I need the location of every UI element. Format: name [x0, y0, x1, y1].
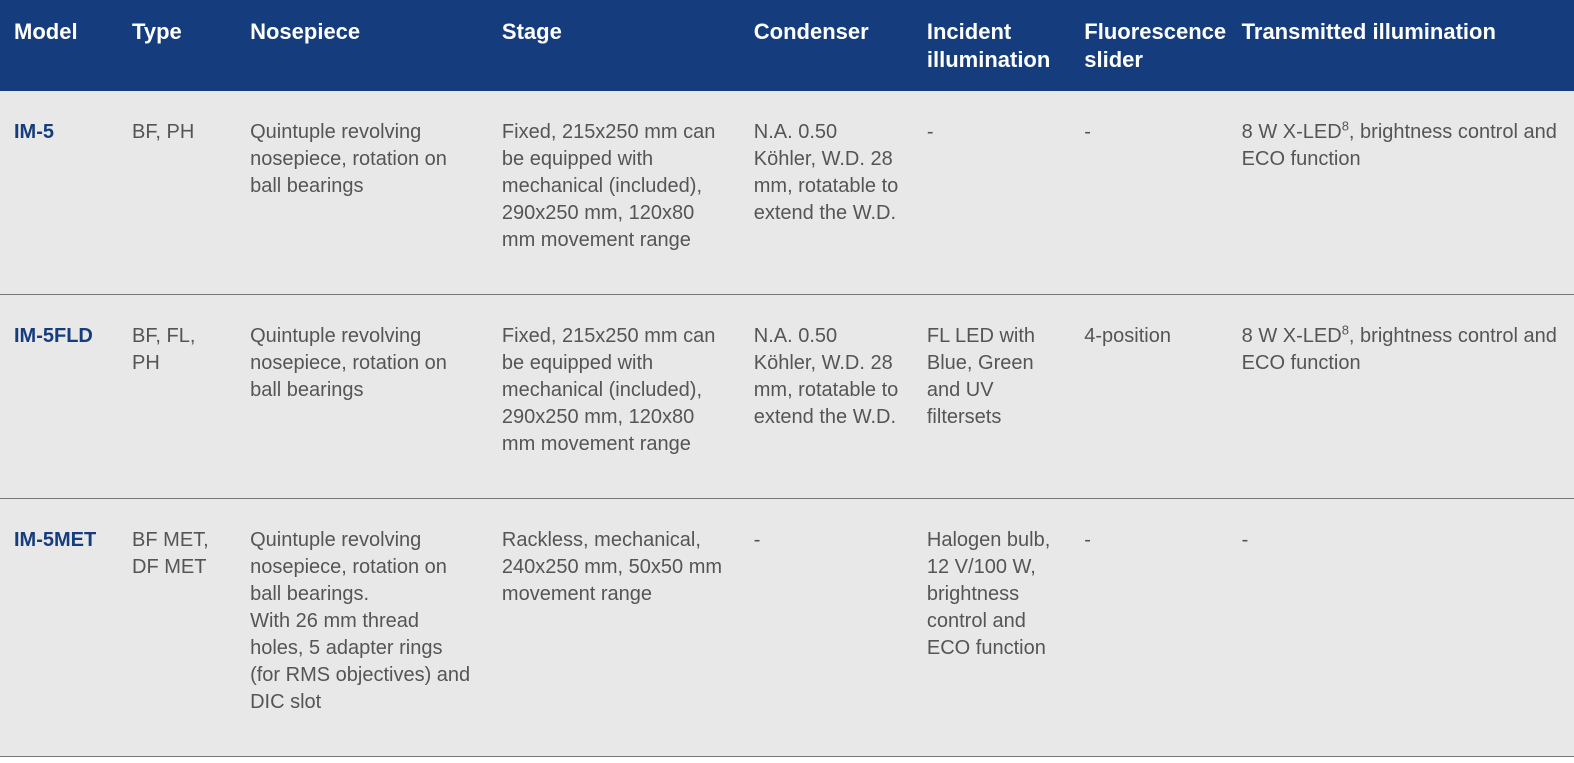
col-header-model: Model [0, 0, 118, 91]
cell-incident: - [913, 91, 1070, 295]
spec-table: Model Type Nosepiece Stage Condenser Inc… [0, 0, 1574, 757]
cell-nosepiece: Quintuple revolving nosepiece, rotation … [236, 91, 488, 295]
cell-condenser: N.A. 0.50 Köhler, W.D. 28 mm, rotatable … [740, 295, 913, 499]
cell-condenser: - [740, 499, 913, 757]
cell-nosepiece: Quintuple revolving nosepiece, rotation … [236, 499, 488, 757]
col-header-nosepiece: Nosepiece [236, 0, 488, 91]
cell-transmitted: 8 W X-LED8, brightness control and ECO f… [1228, 91, 1574, 295]
col-header-fluor: Fluorescence slider [1070, 0, 1227, 91]
superscript: 8 [1342, 322, 1349, 337]
cell-fluor: - [1070, 499, 1227, 757]
cell-condenser: N.A. 0.50 Köhler, W.D. 28 mm, rotatable … [740, 91, 913, 295]
cell-fluor: - [1070, 91, 1227, 295]
table-header-row: Model Type Nosepiece Stage Condenser Inc… [0, 0, 1574, 91]
cell-stage: Fixed, 215x250 mm can be equipped with m… [488, 91, 740, 295]
cell-transmitted: 8 W X-LED8, brightness control and ECO f… [1228, 295, 1574, 499]
cell-model: IM-5FLD [0, 295, 118, 499]
col-header-incident: Incident illumination [913, 0, 1070, 91]
cell-incident: Halogen bulb, 12 V/100 W, brightness con… [913, 499, 1070, 757]
cell-type: BF, FL, PH [118, 295, 236, 499]
cell-transmitted: - [1228, 499, 1574, 757]
cell-stage: Rackless, mechanical, 240x250 mm, 50x50 … [488, 499, 740, 757]
superscript: 8 [1342, 118, 1349, 133]
table-row: IM-5FLDBF, FL, PHQuintuple revolving nos… [0, 295, 1574, 499]
col-header-condenser: Condenser [740, 0, 913, 91]
cell-stage: Fixed, 215x250 mm can be equipped with m… [488, 295, 740, 499]
cell-incident: FL LED with Blue, Green and UV filterset… [913, 295, 1070, 499]
cell-type: BF, PH [118, 91, 236, 295]
col-header-stage: Stage [488, 0, 740, 91]
table-row: IM-5METBF MET, DF METQuintuple revolving… [0, 499, 1574, 757]
table-body: IM-5BF, PHQuintuple revolving nosepiece,… [0, 91, 1574, 757]
table-row: IM-5BF, PHQuintuple revolving nosepiece,… [0, 91, 1574, 295]
cell-model: IM-5 [0, 91, 118, 295]
col-header-type: Type [118, 0, 236, 91]
cell-nosepiece: Quintuple revolving nosepiece, rotation … [236, 295, 488, 499]
col-header-transmitted: Transmitted illumination [1228, 0, 1574, 91]
cell-type: BF MET, DF MET [118, 499, 236, 757]
cell-fluor: 4-position [1070, 295, 1227, 499]
cell-model: IM-5MET [0, 499, 118, 757]
